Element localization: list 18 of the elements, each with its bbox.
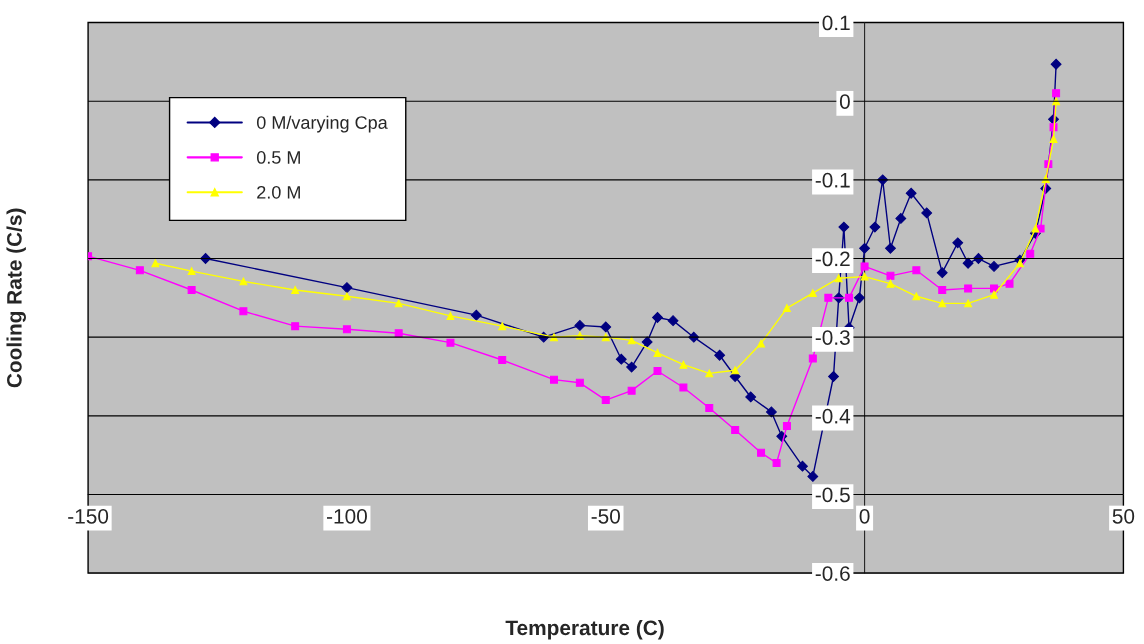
y-tick-label: -0.5 <box>815 487 850 503</box>
y-tick-label: -0.1 <box>815 172 850 188</box>
x-tick-label: -50 <box>591 508 620 524</box>
x-tick-label: 0 <box>859 508 870 524</box>
y-tick-label: -0.2 <box>815 251 850 267</box>
legend-label: 0.5 M <box>256 151 300 164</box>
legend-label: 0 M/varying Cpa <box>256 115 388 133</box>
y-axis-title: Cooling Rate (C/s) <box>6 208 26 388</box>
y-tick-label: -0.3 <box>815 330 850 345</box>
y-tick-label: 0 <box>839 94 850 109</box>
x-tick-label: -150 <box>68 508 109 524</box>
x-tick-label: -100 <box>327 508 367 524</box>
x-tick-label: 50 <box>1112 508 1135 524</box>
legend-label: 2.0 M <box>257 185 300 199</box>
y-tick-label: 0.1 <box>822 15 850 31</box>
y-tick-label: -0.6 <box>815 566 850 581</box>
x-axis-title: Temperature (C) <box>505 619 664 640</box>
y-tick-label: -0.4 <box>815 408 851 424</box>
